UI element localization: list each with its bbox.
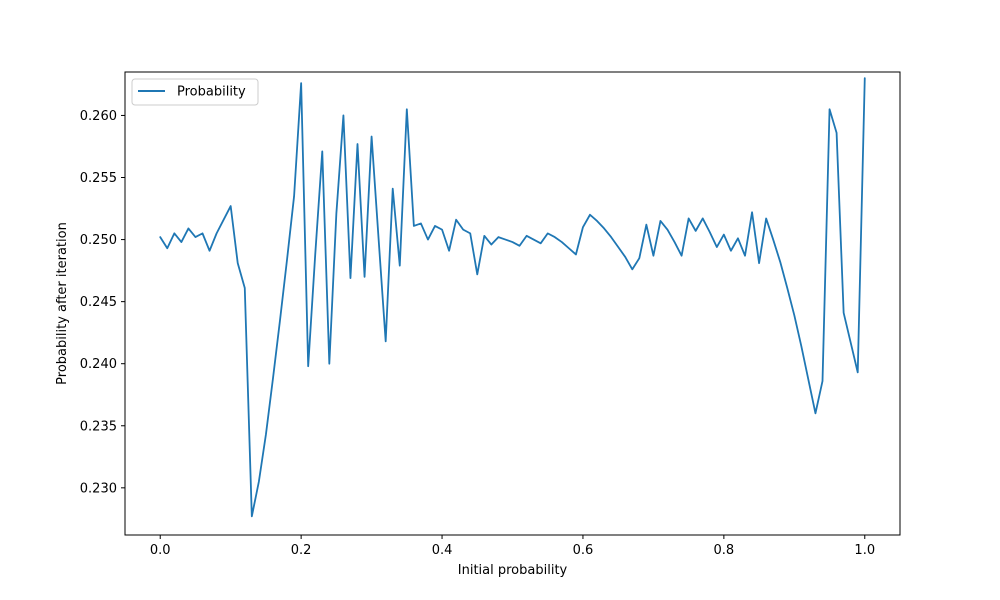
plot-area — [159, 77, 866, 518]
y-axis: 0.230 0.235 0.240 0.245 0.250 0.255 0.260 — [80, 109, 125, 496]
x-tick-label: 1.0 — [854, 543, 875, 558]
y-tick-label: 0.230 — [80, 481, 117, 496]
legend-label: Probability — [177, 85, 246, 100]
x-axis-label: Initial probability — [458, 563, 568, 578]
y-tick-label: 0.245 — [80, 295, 117, 310]
axes-frame — [124, 71, 901, 536]
y-tick-label: 0.250 — [80, 233, 117, 248]
y-tick-label: 0.240 — [80, 357, 117, 372]
y-axis-label: Probability after iteration — [55, 222, 70, 385]
x-tick-label: 0.6 — [573, 543, 594, 558]
y-tick-label: 0.255 — [80, 171, 117, 186]
x-tick-label: 0.4 — [432, 543, 453, 558]
legend-box — [131, 78, 259, 106]
x-tick-label: 0.8 — [714, 543, 735, 558]
legend: Probability — [131, 78, 259, 106]
x-axis: 0.0 0.2 0.4 0.6 0.8 1.0 — [150, 535, 875, 558]
x-tick-label: 0.2 — [291, 543, 312, 558]
y-tick-label: 0.260 — [80, 109, 117, 124]
x-tick-label: 0.0 — [150, 543, 171, 558]
series-line-1 — [159, 77, 866, 518]
y-tick-label: 0.235 — [80, 419, 117, 434]
